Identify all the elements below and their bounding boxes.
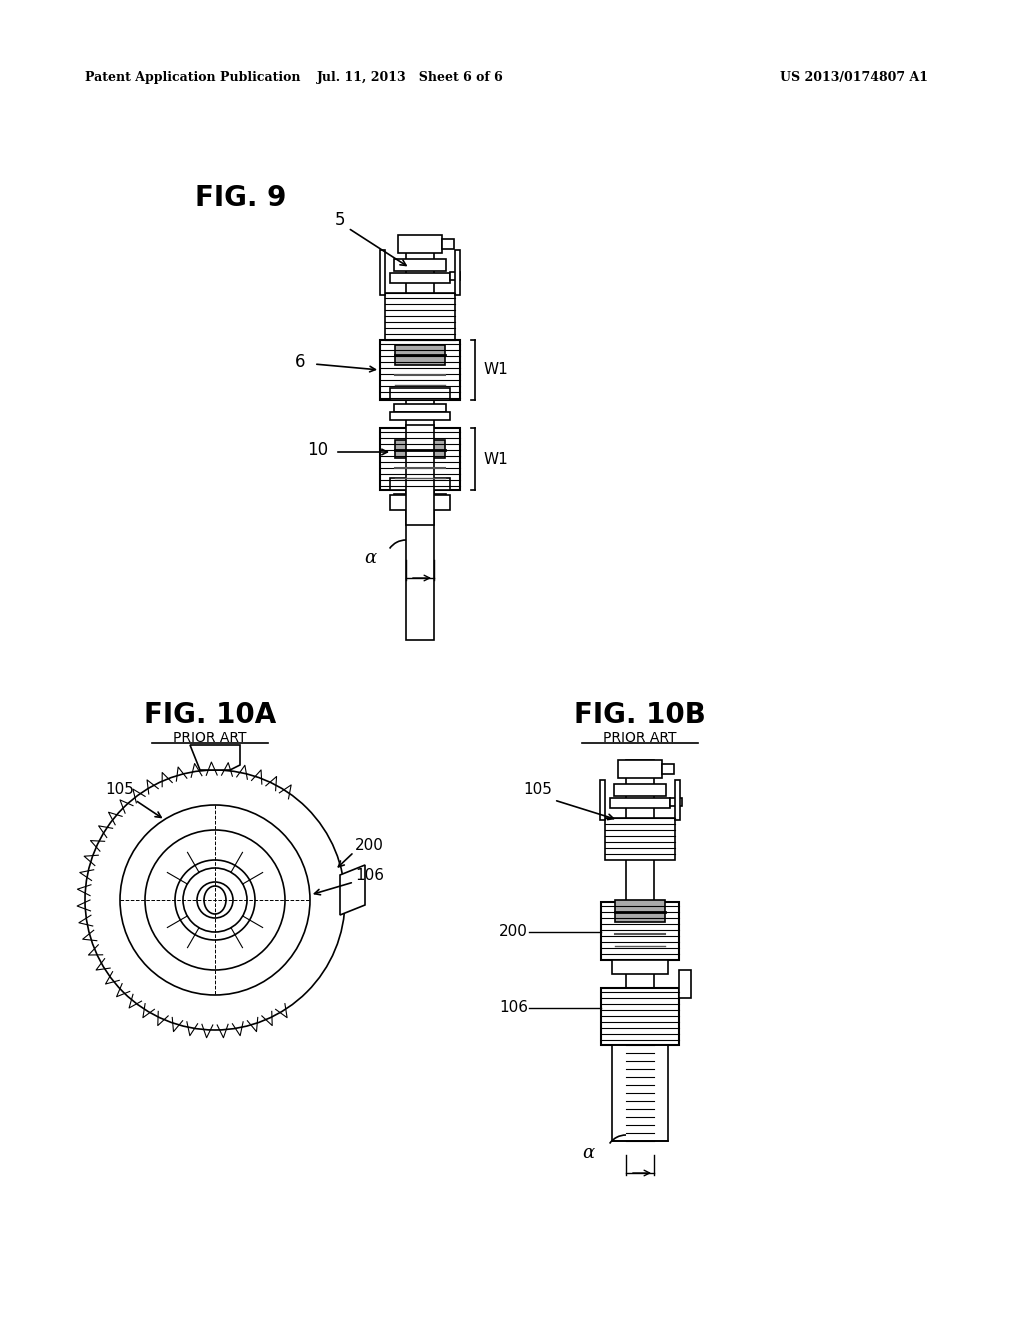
Bar <box>675 780 680 820</box>
Bar <box>614 784 666 796</box>
Bar <box>455 249 460 294</box>
Bar <box>395 440 445 458</box>
Bar <box>380 341 460 400</box>
Ellipse shape <box>204 886 226 913</box>
Text: 106: 106 <box>499 1001 528 1015</box>
Text: FIG. 10A: FIG. 10A <box>144 701 276 729</box>
Bar <box>380 249 385 294</box>
Bar <box>442 239 454 249</box>
Bar <box>390 412 450 420</box>
Text: 105: 105 <box>523 783 552 797</box>
Text: 200: 200 <box>355 837 384 853</box>
Text: W1: W1 <box>483 363 508 378</box>
Bar <box>615 900 665 921</box>
Polygon shape <box>340 865 365 915</box>
Bar <box>679 970 691 998</box>
Text: 200: 200 <box>499 924 528 940</box>
Text: Jul. 11, 2013   Sheet 6 of 6: Jul. 11, 2013 Sheet 6 of 6 <box>316 71 504 84</box>
Bar <box>394 259 446 271</box>
Bar <box>394 494 446 502</box>
Text: 10: 10 <box>307 441 329 459</box>
Bar <box>662 764 674 774</box>
Bar <box>395 345 445 366</box>
Bar <box>450 272 460 280</box>
Bar <box>390 273 450 282</box>
Polygon shape <box>190 744 240 770</box>
Bar <box>600 780 605 820</box>
Bar <box>380 428 460 490</box>
Bar <box>385 293 455 341</box>
Bar <box>670 799 682 807</box>
Bar <box>626 760 654 1130</box>
Bar <box>605 818 675 861</box>
Bar <box>395 440 445 458</box>
Text: α: α <box>582 1144 594 1162</box>
Bar <box>390 495 450 510</box>
Bar <box>394 404 446 412</box>
Bar <box>612 960 668 974</box>
Bar <box>395 345 445 366</box>
Bar <box>601 902 679 960</box>
Text: W1: W1 <box>483 451 508 466</box>
Bar <box>406 425 434 525</box>
Bar <box>601 987 679 1045</box>
Text: Patent Application Publication: Patent Application Publication <box>85 71 300 84</box>
Text: 5: 5 <box>335 211 345 228</box>
Text: FIG. 10B: FIG. 10B <box>574 701 706 729</box>
Bar <box>610 799 670 808</box>
Bar <box>615 900 665 921</box>
Text: 105: 105 <box>105 783 134 797</box>
Bar <box>390 478 450 490</box>
Text: PRIOR ART: PRIOR ART <box>173 731 247 744</box>
Text: US 2013/0174807 A1: US 2013/0174807 A1 <box>780 71 928 84</box>
Bar <box>390 388 450 400</box>
Text: 6: 6 <box>295 352 305 371</box>
Text: α: α <box>364 549 376 568</box>
Bar <box>406 240 434 640</box>
Bar <box>612 1045 668 1140</box>
Text: 106: 106 <box>355 867 384 883</box>
Bar <box>398 235 442 253</box>
Bar <box>618 760 662 777</box>
Text: FIG. 9: FIG. 9 <box>195 183 287 213</box>
Text: PRIOR ART: PRIOR ART <box>603 731 677 744</box>
